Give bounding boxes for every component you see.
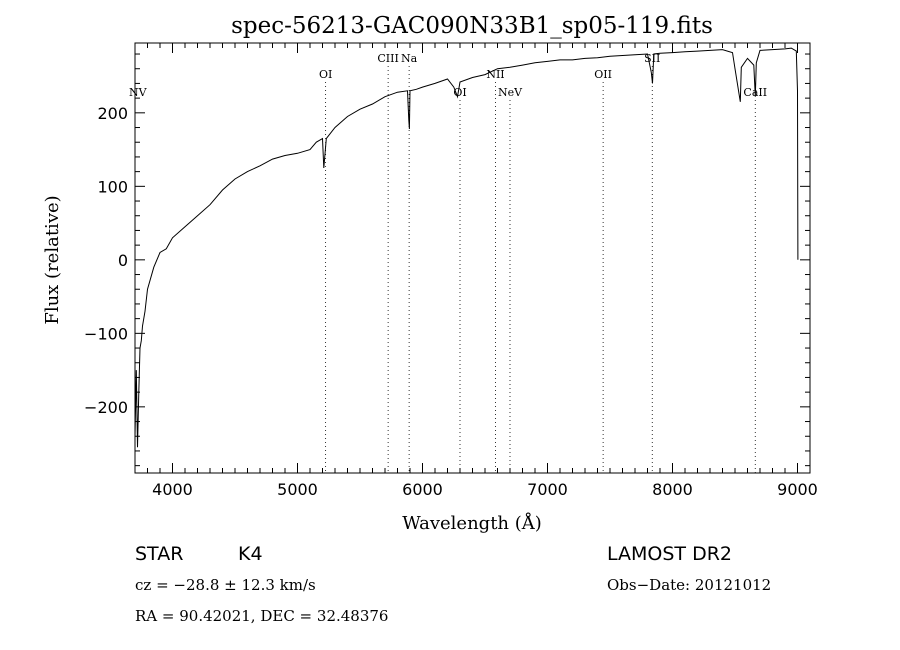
x-axis-ticks: 4000 5000 6000 7000 8000 9000 xyxy=(147,43,818,499)
observation-date: Obs−Date: 20121012 xyxy=(607,576,771,594)
x-tick-label: 9000 xyxy=(777,480,818,499)
spectral-line-label: NII xyxy=(486,68,504,81)
x-tick-label: 7000 xyxy=(527,480,568,499)
object-class: STAR xyxy=(135,543,183,565)
y-tick-label: −200 xyxy=(84,398,128,417)
plot-frame xyxy=(134,42,811,474)
spectral-line-label: NeV xyxy=(498,86,523,99)
object-subclass: K4 xyxy=(238,543,263,565)
x-tick-label: 4000 xyxy=(152,480,193,499)
spectral-line-label: CIII xyxy=(377,52,398,65)
x-tick-label: 6000 xyxy=(402,480,443,499)
survey-name: LAMOST DR2 xyxy=(607,543,732,565)
spectral-line-label: OI xyxy=(453,86,466,99)
x-tick-label: 8000 xyxy=(652,480,693,499)
x-tick-label: 5000 xyxy=(277,480,318,499)
coordinates: RA = 90.42021, DEC = 32.48376 xyxy=(135,607,388,625)
plot-border xyxy=(134,42,811,474)
spectral-line-label: Na xyxy=(401,52,418,65)
y-axis-ticks: −200 −100 0 100 200 xyxy=(84,53,810,467)
y-tick-label: −100 xyxy=(84,324,128,343)
y-tick-label: 0 xyxy=(118,251,128,270)
y-tick-label: 100 xyxy=(97,177,128,196)
redshift-value: cz = −28.8 ± 12.3 km/s xyxy=(135,576,316,594)
spectral-line-label: OI xyxy=(319,68,332,81)
spectrum-series-line xyxy=(134,47,799,448)
spectral-line-label: OII xyxy=(594,68,612,81)
y-axis-label: Flux (relative) xyxy=(42,195,63,324)
y-tick-label: 200 xyxy=(97,104,128,123)
chart-title: spec-56213-GAC090N33B1_sp05-119.fits xyxy=(231,13,713,39)
x-axis-label: Wavelength (Å) xyxy=(402,512,542,534)
spectral-line-label: NV xyxy=(129,86,148,99)
